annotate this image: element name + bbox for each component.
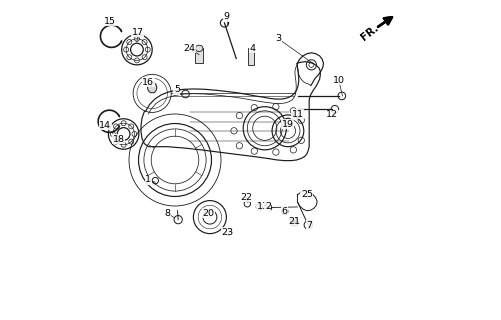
Text: 10: 10 [333,76,345,84]
Text: 9: 9 [224,12,229,21]
Text: 5: 5 [174,85,180,94]
Text: 1: 1 [145,175,151,184]
Text: 18: 18 [113,135,125,144]
Text: 20: 20 [202,209,214,218]
Text: 11: 11 [292,109,304,118]
Text: 3: 3 [276,34,282,43]
Bar [195,48,203,63]
Circle shape [293,220,296,224]
Text: FR.: FR. [359,23,380,42]
Text: 17: 17 [132,28,144,37]
Text: 25: 25 [301,190,313,199]
Text: 6: 6 [282,207,288,216]
Text: 13: 13 [257,203,269,212]
Text: 16: 16 [142,78,154,87]
Text: 24: 24 [183,44,195,53]
Bar [248,48,255,65]
Polygon shape [147,83,157,93]
Text: 23: 23 [221,228,234,237]
Text: 15: 15 [104,17,116,26]
Text: 7: 7 [306,220,312,229]
Text: 2: 2 [265,203,271,212]
Text: 22: 22 [240,193,253,202]
Text: 4: 4 [249,44,255,53]
Text: 21: 21 [288,217,300,226]
Ellipse shape [195,45,203,52]
Text: 19: 19 [282,120,294,129]
Text: 12: 12 [326,110,338,119]
Text: 8: 8 [164,209,170,218]
Text: 14: 14 [99,121,111,130]
